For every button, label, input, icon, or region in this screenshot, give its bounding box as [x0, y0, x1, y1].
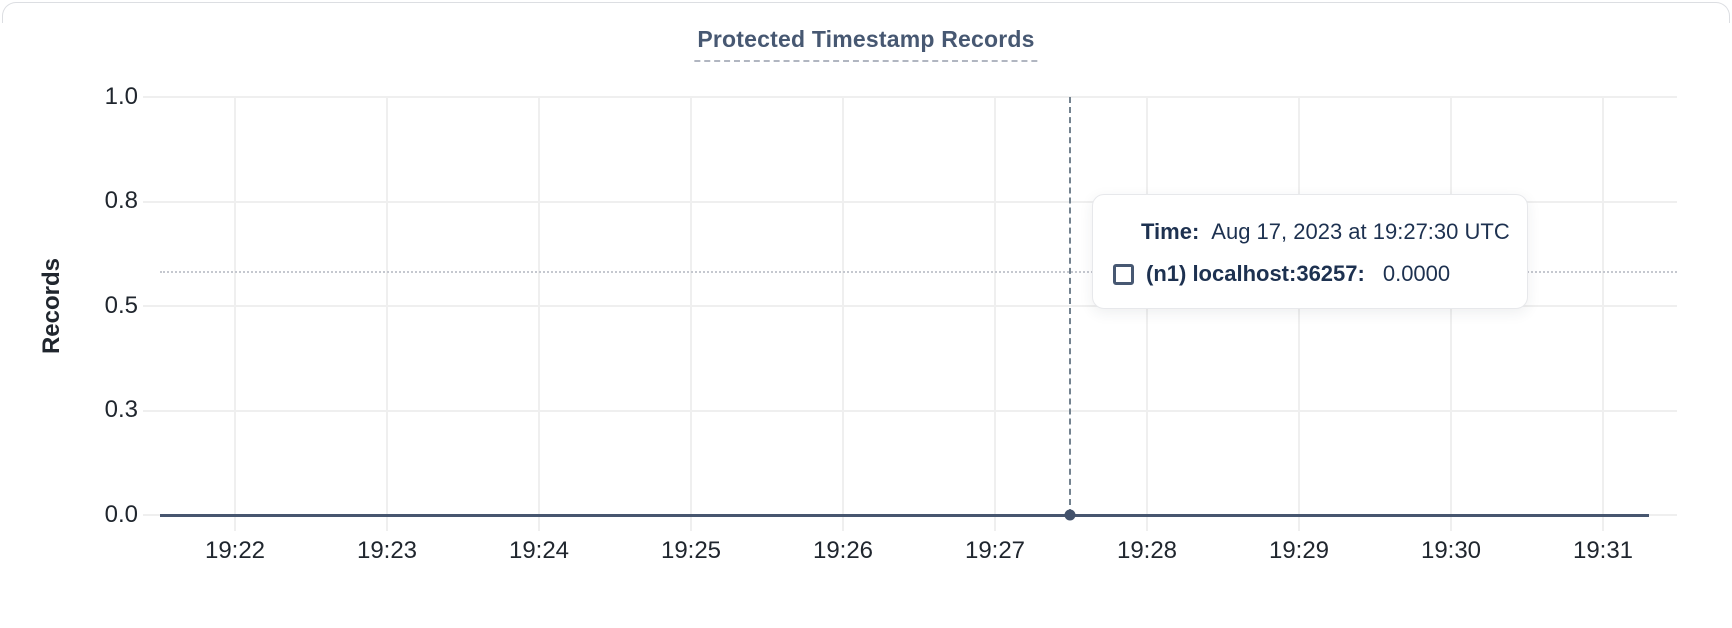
y-tick-label: 1.0 [104, 83, 138, 110]
v-gridline [1298, 97, 1300, 531]
tooltip-time-row: Time: Aug 17, 2023 at 19:27:30 UTC [1141, 219, 1527, 245]
hovered-data-point [1064, 509, 1076, 521]
v-gridline [538, 97, 540, 531]
tooltip-time-label: Time: [1141, 219, 1200, 244]
v-gridline [994, 97, 996, 531]
series-line-n1 [160, 513, 1649, 517]
tooltip-time-value: Aug 17, 2023 at 19:27:30 UTC [1211, 219, 1510, 244]
h-gridline [143, 200, 1677, 203]
v-gridline [690, 97, 692, 531]
x-tick-label: 19:30 [1420, 537, 1482, 564]
tooltip-series-label: (n1) localhost:36257: [1146, 261, 1365, 286]
x-tick-label: 19:28 [1116, 537, 1178, 564]
tooltip-series-value: 0.0000 [1382, 261, 1451, 286]
v-gridline [1450, 97, 1452, 531]
chart-header: Protected Timestamp Records [694, 26, 1038, 62]
v-gridline [1602, 97, 1604, 531]
h-gridline [143, 409, 1677, 412]
v-gridline [386, 97, 388, 531]
h-gridline [143, 96, 1677, 98]
v-gridline [1146, 97, 1148, 531]
x-tick-label: 19:24 [508, 537, 570, 564]
y-tick-label: 0.5 [104, 292, 138, 319]
v-gridline [234, 97, 236, 531]
x-tick-label: 19:25 [660, 537, 722, 564]
crosshair-vertical-line [1069, 97, 1071, 515]
hover-tooltip: Time: Aug 17, 2023 at 19:27:30 UTC (n1) l… [1092, 194, 1528, 309]
x-tick-label: 19:22 [204, 537, 266, 564]
y-tick-label: 0.8 [104, 187, 138, 214]
chart-title[interactable]: Protected Timestamp Records [694, 26, 1038, 62]
y-tick-label: 0.0 [104, 501, 138, 528]
x-tick-label: 19:29 [1268, 537, 1330, 564]
y-tick-label: 0.3 [104, 396, 138, 423]
x-tick-label: 19:31 [1572, 537, 1634, 564]
plot-area[interactable] [143, 96, 1677, 531]
x-tick-label: 19:27 [964, 537, 1026, 564]
tooltip-series-row: (n1) localhost:36257: 0.0000 [1113, 261, 1527, 287]
legend-square-icon [1113, 263, 1134, 285]
crosshair-horizontal-line [160, 271, 1677, 273]
h-gridline [143, 305, 1677, 307]
v-gridline [842, 97, 844, 531]
card-top-border [2, 2, 1730, 23]
x-tick-label: 19:23 [356, 537, 418, 564]
x-tick-label: 19:26 [812, 537, 874, 564]
